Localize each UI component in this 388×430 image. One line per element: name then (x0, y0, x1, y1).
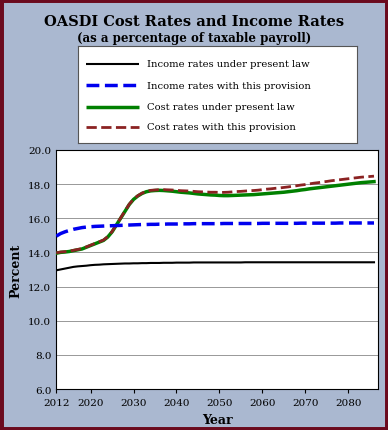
Text: Income rates with this provision: Income rates with this provision (147, 82, 311, 90)
Text: (as a percentage of taxable payroll): (as a percentage of taxable payroll) (77, 32, 311, 45)
X-axis label: Year: Year (202, 413, 232, 426)
Y-axis label: Percent: Percent (10, 243, 23, 297)
Text: Cost rates with this provision: Cost rates with this provision (147, 123, 296, 132)
Text: Cost rates under present law: Cost rates under present law (147, 103, 295, 112)
Text: Income rates under present law: Income rates under present law (147, 60, 310, 69)
Text: OASDI Cost Rates and Income Rates: OASDI Cost Rates and Income Rates (44, 15, 344, 29)
